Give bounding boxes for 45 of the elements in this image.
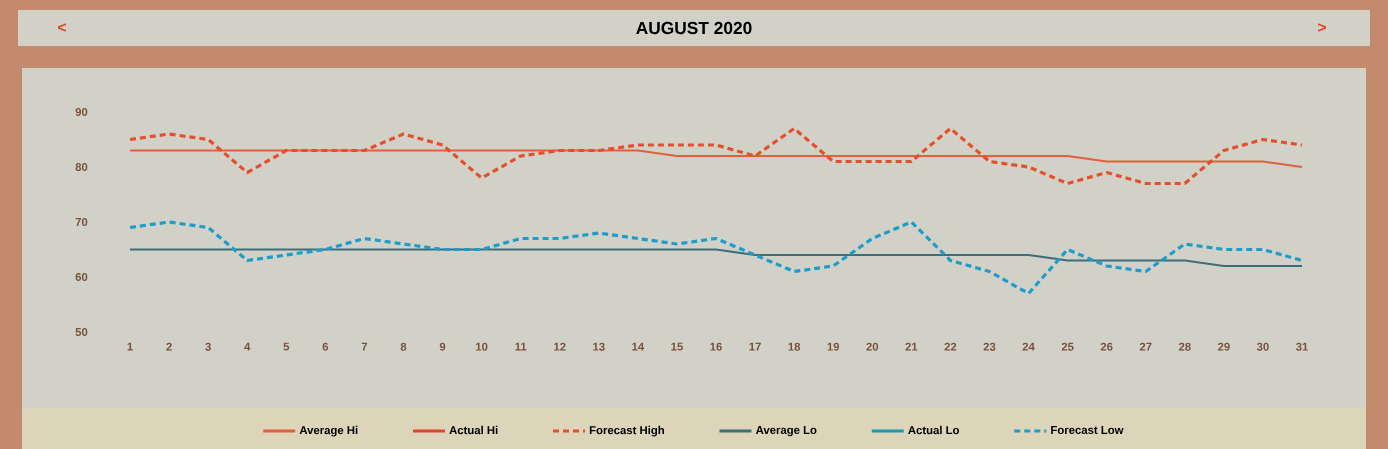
y-tick-label: 70	[75, 217, 88, 226]
text: <	[58, 23, 67, 32]
x-tick-label: 16	[710, 342, 722, 351]
y-tick-label: 80	[75, 162, 88, 171]
x-tick-label: 12	[554, 342, 566, 351]
y-tick-label: 90	[75, 107, 88, 116]
y-tick-label: 60	[75, 272, 88, 281]
x-tick-label: 5	[283, 342, 290, 351]
x-tick-label: 24	[1022, 342, 1035, 351]
x-tick-label: 18	[788, 342, 801, 351]
x-tick-label: 10	[476, 342, 488, 351]
text: >	[1318, 23, 1327, 32]
legend-label: Average Lo	[755, 426, 817, 437]
legend-label: Average Hi	[299, 425, 358, 437]
x-tick-label: 4	[244, 342, 251, 351]
x-tick-label: 14	[632, 342, 645, 351]
legend-label: Actual Hi	[449, 425, 498, 435]
x-tick-label: 17	[749, 342, 761, 351]
x-tick-label: 31	[1295, 342, 1308, 351]
x-tick-label: 11	[515, 342, 527, 351]
x-tick-label: 28	[1178, 342, 1191, 351]
x-tick-label: 2	[166, 342, 172, 351]
x-tick-label: 7	[361, 342, 368, 351]
chart-title: AUGUST 2020	[636, 21, 752, 35]
x-tick-label: 30	[1256, 342, 1269, 351]
x-tick-label: 25	[1061, 342, 1074, 351]
x-tick-label: 15	[671, 342, 683, 351]
x-tick-label: 6	[322, 342, 329, 351]
x-tick-label: 20	[866, 342, 879, 351]
legend-label: Actual Lo	[908, 425, 960, 435]
x-tick-label: 8	[400, 342, 407, 351]
x-tick-label: 21	[905, 342, 918, 351]
x-tick-label: 22	[944, 342, 957, 351]
y-tick-label: 50	[75, 327, 88, 336]
x-tick-label: 27	[1139, 342, 1152, 351]
x-tick-label: 13	[593, 342, 605, 351]
x-tick-label: 3	[205, 342, 211, 351]
x-tick-label: 1	[127, 342, 133, 351]
x-tick-label: 29	[1217, 342, 1230, 351]
legend-label: Forecast High	[589, 425, 664, 437]
legend-label: Forecast Low	[1051, 426, 1124, 434]
x-tick-label: 9	[439, 342, 446, 351]
x-tick-label: 23	[983, 342, 996, 351]
x-tick-label: 19	[827, 342, 840, 351]
x-tick-label: 26	[1100, 342, 1113, 351]
